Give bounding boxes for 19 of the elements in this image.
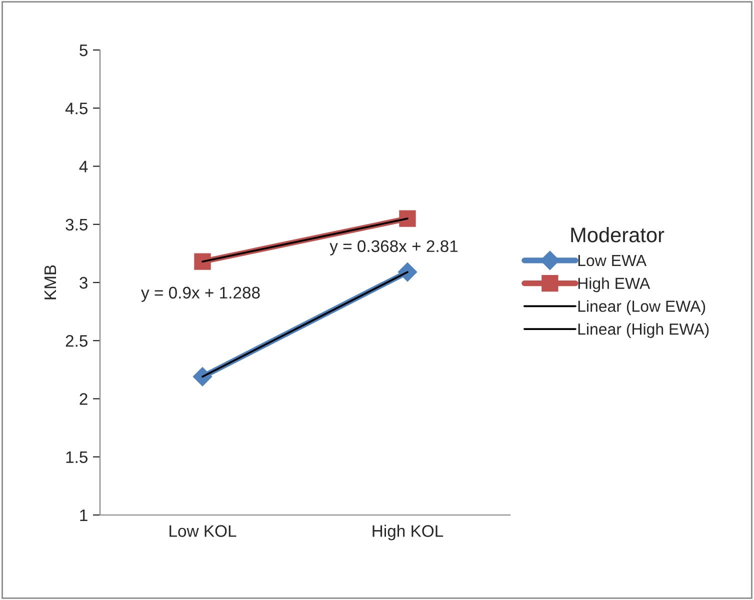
y-tick-label: 2.5 [66,335,88,347]
y-tick-label: 3.5 [66,218,88,231]
y-axis-title: KMB [44,265,56,300]
y-tick-label: 4 [79,160,88,172]
annotation: y = 0.9x + 1.288 [141,286,260,302]
annotation: y = 0.368x + 2.81 [330,240,458,256]
legend-label: Low EWA [578,255,647,266]
legend-title: Moderator [571,227,664,242]
x-tick-label: Low KOL [170,525,236,537]
y-tick-label: 1.5 [66,451,88,464]
legend-label: Linear (Low EWA) [578,300,706,316]
y-tick-label: 3 [80,276,88,289]
y-tick-label: 5 [80,44,88,56]
y-tick-label: 1 [80,510,88,522]
legend-label: High EWA [578,277,650,292]
x-tick-label: High KOL [372,524,444,540]
y-tick-label: 4.5 [65,102,88,114]
legend-label: Linear (High EWA) [578,323,709,338]
y-tick-label: 2 [80,393,88,405]
